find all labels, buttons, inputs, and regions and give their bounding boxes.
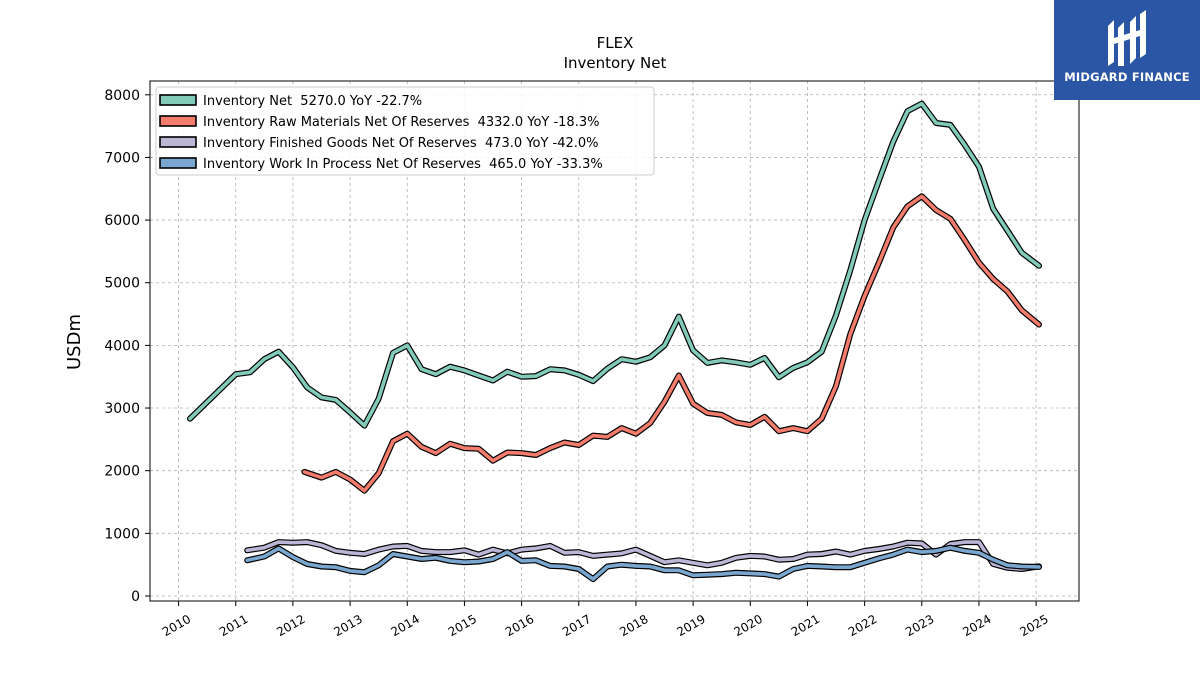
y-tick-label: 3000 (104, 401, 140, 417)
y-axis-label: USDm (64, 314, 85, 370)
y-tick-label: 1000 (104, 526, 140, 542)
series-line-outline (301, 193, 1042, 494)
legend-swatch (159, 94, 197, 106)
x-tick-label: 2025 (1017, 612, 1050, 639)
series-line-4 (245, 545, 1041, 581)
x-tick-label: 2018 (617, 612, 650, 639)
x-tick-label: 2016 (503, 612, 536, 639)
series-line-2 (302, 194, 1041, 493)
legend-entry: Inventory Finished Goods Net Of Reserves… (203, 136, 599, 151)
x-tick-label: 2013 (331, 612, 364, 639)
x-tick-label: 2014 (389, 612, 422, 639)
legend: Inventory Net 5270.0 YoY -22.7% Inventory… (155, 86, 655, 176)
brand-logo: MIDGARD FINANCE (1054, 0, 1200, 100)
series-line-1 (188, 101, 1041, 428)
y-axis-ticks: 0 1000 2000 3000 4000 5000 6000 7000 8000 (104, 88, 150, 605)
legend-swatch (159, 136, 197, 148)
brand-name: MIDGARD FINANCE (1064, 70, 1190, 84)
x-tick-label: 2011 (217, 612, 250, 639)
x-tick-label: 2019 (674, 612, 707, 639)
x-tick-label: 2022 (846, 612, 879, 639)
x-tick-label: 2017 (560, 612, 593, 639)
x-tick-label: 2021 (789, 612, 822, 639)
series-group (187, 100, 1042, 583)
x-tick-label: 2023 (903, 612, 936, 639)
x-tick-label: 2024 (960, 612, 993, 639)
x-axis-ticks: 2010 2011 2012 2013 2014 2015 2016 2017 2018 2019… (160, 601, 1051, 639)
x-tick-label: 2015 (446, 612, 479, 639)
x-tick-label: 2010 (160, 612, 193, 639)
x-tick-label: 2012 (274, 612, 307, 639)
legend-swatch (159, 157, 197, 169)
legend-swatch (159, 115, 197, 127)
y-tick-label: 8000 (104, 88, 140, 104)
y-tick-label: 4000 (104, 338, 140, 354)
midgard-logo-icon (1108, 10, 1146, 66)
chart-subtitle: Inventory Net (564, 54, 667, 72)
legend-box (155, 86, 655, 176)
plot-frame (149, 80, 1080, 602)
chart-title: FLEX (597, 34, 634, 52)
y-tick-label: 2000 (104, 464, 140, 480)
legend-entry: Inventory Work In Process Net Of Reserve… (203, 157, 603, 172)
legend-entry: Inventory Raw Materials Net Of Reserves … (203, 115, 599, 130)
x-tick-label: 2020 (732, 612, 765, 639)
y-tick-label: 0 (131, 589, 140, 605)
y-tick-label: 5000 (104, 276, 140, 292)
legend-entry: Inventory Net 5270.0 YoY -22.7% (203, 94, 422, 109)
y-tick-label: 7000 (104, 150, 140, 166)
y-tick-label: 6000 (104, 213, 140, 229)
series-line-3 (245, 540, 1041, 571)
